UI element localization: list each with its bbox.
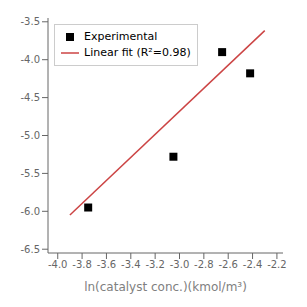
svg-text:-6.0: -6.0	[20, 206, 40, 217]
svg-text:-2.6: -2.6	[218, 259, 238, 270]
svg-text:ln(catalyst conc.)(kmol/m³): ln(catalyst conc.)(kmol/m³)	[84, 280, 247, 294]
svg-text:-4.0: -4.0	[48, 259, 68, 270]
svg-text:-6.5: -6.5	[20, 244, 40, 255]
svg-text:-2.4: -2.4	[243, 259, 263, 270]
svg-text:-5.5: -5.5	[20, 168, 40, 179]
svg-text:-3.2: -3.2	[145, 259, 165, 270]
svg-text:-3.4: -3.4	[121, 259, 141, 270]
svg-text:-3.0: -3.0	[170, 259, 190, 270]
svg-text:-4.0: -4.0	[20, 54, 40, 65]
svg-text:-3.5: -3.5	[20, 16, 40, 27]
svg-text:-2.2: -2.2	[267, 259, 287, 270]
svg-text:-3.8: -3.8	[72, 259, 92, 270]
svg-text:-2.8: -2.8	[194, 259, 214, 270]
svg-text:-3.6: -3.6	[97, 259, 117, 270]
svg-text:-5.0: -5.0	[20, 130, 40, 141]
svg-text:-4.5: -4.5	[20, 92, 40, 103]
html-text:Experimental: Experimental	[84, 30, 158, 43]
html-text:Linear fit (R²=0.98): Linear fit (R²=0.98)	[84, 46, 191, 59]
